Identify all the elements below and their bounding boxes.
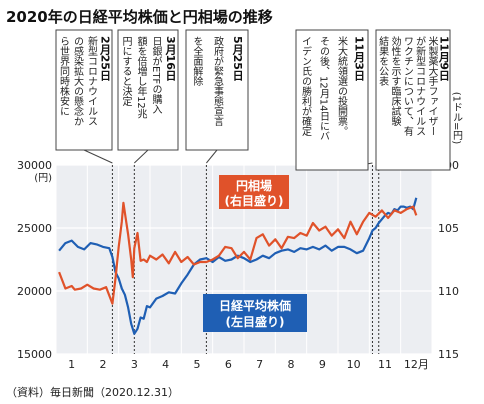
callout-date: 2月25日 [99,36,113,82]
x-tick-label: 6 [225,358,232,371]
callout-line: 円にすると決定 [120,36,132,107]
callout-line: の感染拡大の懸念か [72,36,84,126]
legend-nikkei-label: 日経平均株価 [219,298,291,313]
callout-date: 11月9日 [437,36,451,82]
x-tick-label: 7 [256,358,263,371]
callout-box [375,29,451,171]
legend-yen: 円相場 (右目盛り) [219,175,289,209]
legend-yen-label: 円相場 [236,178,272,193]
legend-nikkei-sub: (左目盛り) [226,314,285,329]
legend-yen-box [219,175,289,209]
callout-line: イデン氏の勝利が確定 [300,36,312,137]
callout-line: 額を倍増し年12兆 [135,35,147,120]
callout-line: 結果を公表 [377,35,389,87]
legend-yen-sub: (右目盛り) [225,193,284,208]
callout-line: 効性を示す臨床試験 [389,35,401,127]
right-axis-unit: (1ドル=円) [451,92,463,145]
callout-line: 米製薬大手ファイザー [426,35,438,136]
legend-nikkei-box [203,294,307,332]
chart-title: 2020年の日経平均株価と円相場の推移 [6,8,273,26]
callout-box [185,29,249,151]
left-axis: 30000 25000 20000 15000 (円) [17,159,52,361]
x-tick-label: 4 [162,358,169,371]
right-tick-label: 105 [438,222,459,235]
callout-date: 3月16日 [164,36,178,82]
callout-line: を全面解除 [191,36,203,86]
x-tick-label: 11 [378,358,392,371]
callout-line: ワクチンについて、有 [401,36,413,137]
legend-nikkei: 日経平均株価 (左目盛り) [203,294,307,332]
callout-box [55,29,113,151]
callout-line: 政府が緊急事態宣言 [212,35,224,127]
series-line-nikkei [58,197,418,335]
x-tick-label: 2 [100,358,107,371]
x-tick-label: 1 [68,358,75,371]
callout-line: 日銀がETFの購入 [150,36,162,114]
source-note: （資料）毎日新聞（2020.12.31） [6,385,179,399]
callout-date: 11月3日 [353,36,367,82]
series-line-yen [58,201,418,305]
callout-connector [206,149,218,164]
right-tick-label: 115 [438,348,459,361]
callout-connector [133,149,149,164]
callout-line: 米大統領選の投開票。 [336,35,348,136]
left-tick-label: 15000 [17,348,52,361]
series-lines [58,197,418,335]
x-tick-label: 9 [319,358,326,371]
callout-line: 新型コロナウイルス [86,35,98,126]
callout-box [117,29,179,151]
callout-box [295,29,369,171]
left-tick-label: 25000 [17,222,52,235]
left-tick-label: 20000 [17,285,52,298]
callout-line: その後、12月14日にバ [318,36,330,142]
callout-date: 5月25日 [231,36,245,82]
callout-line: が新型コロナウイルス [414,35,426,136]
left-tick-label: 30000 [17,159,52,172]
x-tick-label: 5 [194,358,201,371]
x-tick-label: 3 [131,358,138,371]
x-tick-label: 8 [288,358,295,371]
x-axis: 1 2 3 4 5 6 7 8 9 10 11 12月 [68,358,429,371]
x-tick-label: 12月 [404,358,429,371]
left-axis-unit: (円) [34,173,52,184]
callout-connector [83,149,113,164]
callout-line: ら世界同時株安に [58,36,70,116]
x-tick-label: 10 [347,358,361,371]
right-tick-label: 110 [438,285,459,298]
